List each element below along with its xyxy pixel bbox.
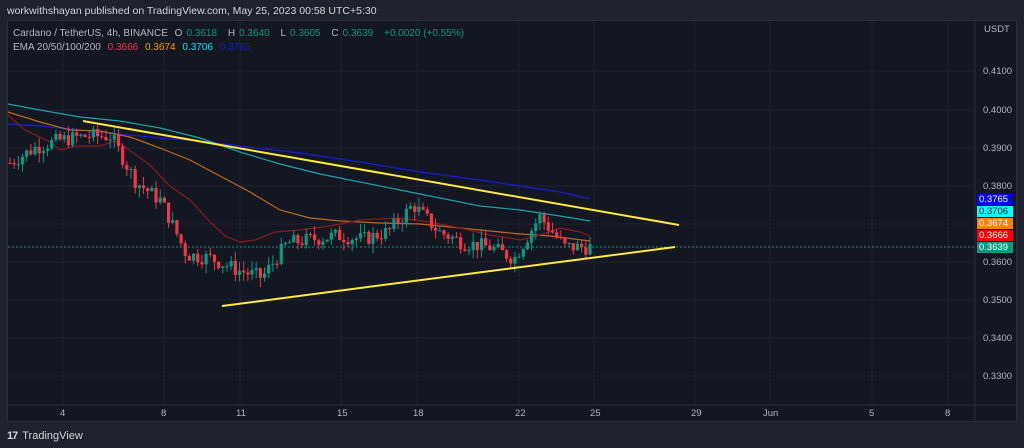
time-tick: Jun	[763, 408, 779, 419]
close-value: 0.3639	[342, 28, 374, 39]
price-tick: 0.4100	[983, 66, 1013, 77]
ema-200-value: 0.3765	[219, 42, 251, 53]
time-tick: 25	[590, 408, 601, 419]
price-tick: 0.3300	[983, 371, 1013, 382]
brand-name: TradingView	[22, 430, 83, 442]
ema-20-badge: 0.3666	[977, 230, 1013, 241]
last-price-badge: 0.3639	[977, 242, 1013, 253]
ema-100-badge: 0.3706	[977, 206, 1013, 217]
time-tick: 22	[515, 408, 526, 419]
ema-100-line	[7, 103, 591, 222]
ema-200-line	[7, 123, 591, 200]
time-tick: 8	[161, 408, 167, 419]
price-tick: 0.3600	[983, 257, 1013, 268]
time-tick: 8	[945, 408, 951, 419]
open-value: 0.3618	[186, 28, 218, 39]
price-tick: 0.3400	[983, 333, 1013, 344]
currency-label: USDT	[984, 24, 1010, 35]
candles	[8, 124, 592, 288]
time-axis[interactable]: 4 8 11 15 18 22 25 29 Jun 5 8	[8, 406, 975, 421]
price-tick: 0.3500	[983, 295, 1013, 306]
low-value: 0.3605	[290, 28, 321, 39]
ema-100-value: 0.3706	[182, 42, 213, 53]
price-tick: 0.4000	[983, 105, 1013, 116]
grid-lines	[8, 21, 975, 405]
ema-label: EMA 20/50/100/200	[13, 42, 101, 53]
symbol-name: Cardano / TetherUS, 4h, BINANCE	[13, 28, 168, 39]
time-tick: 15	[337, 408, 348, 419]
support-trendline[interactable]	[221, 246, 676, 307]
resistance-trendline[interactable]	[82, 120, 680, 226]
time-tick: 18	[413, 408, 424, 419]
price-tick: 0.3900	[983, 143, 1013, 154]
time-tick: 11	[236, 408, 246, 419]
time-tick: 4	[60, 408, 66, 419]
change-value: +0.0020 (+0.55%)	[383, 28, 465, 39]
time-tick: 29	[691, 408, 702, 419]
ema-20-value: 0.3666	[107, 42, 139, 53]
price-tick: 0.3800	[983, 181, 1013, 192]
high-value: 0.3640	[239, 28, 270, 39]
publish-line: workwithshayan published on TradingView.…	[7, 5, 377, 17]
ema-legend-row: EMA 20/50/100/200 0.3666 0.3674 0.3706 0…	[13, 41, 468, 55]
ema-200-badge: 0.3765	[977, 194, 1013, 205]
time-tick: 5	[869, 408, 875, 419]
price-axis[interactable]: USDT 0.4100 0.4000 0.3900 0.3800 0.3600 …	[976, 21, 1016, 405]
ema-50-badge: 0.3674	[977, 218, 1013, 229]
footer: 17 TradingView	[7, 430, 83, 442]
ema-50-value: 0.3674	[145, 42, 176, 53]
tradingview-logo-icon: 17	[7, 430, 18, 442]
chart-legend: Cardano / TetherUS, 4h, BINANCE O 0.3618 …	[13, 27, 468, 55]
ema-50-line	[7, 111, 591, 242]
symbol-legend-row: Cardano / TetherUS, 4h, BINANCE O 0.3618 …	[13, 28, 465, 39]
ema-20-line	[7, 114, 591, 243]
